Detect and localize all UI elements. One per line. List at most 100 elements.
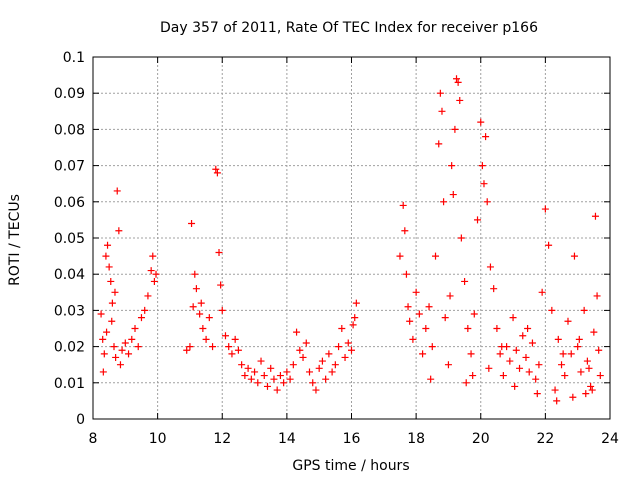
y-tick-label: 0.09 [54, 86, 85, 102]
data-point [548, 306, 556, 314]
x-axis: 8 10 12 14 16 18 20 22 24 [89, 57, 619, 447]
data-point [478, 162, 486, 170]
data-point [451, 125, 459, 133]
data-point [554, 335, 562, 343]
data-point [125, 350, 133, 358]
x-tick-label: 8 [89, 431, 98, 447]
data-point [485, 364, 493, 372]
x-tick-label: 22 [536, 431, 554, 447]
data-point [99, 335, 107, 343]
data-point [112, 353, 120, 361]
data-point [444, 361, 452, 369]
data-point [409, 335, 417, 343]
data-point [516, 364, 524, 372]
data-point [422, 325, 430, 332]
data-point [412, 288, 420, 296]
x-axis-label: GPS time / hours [292, 458, 409, 474]
data-point [467, 350, 475, 358]
data-point [318, 357, 326, 365]
data-point [147, 267, 155, 275]
y-tick-label: 0.1 [63, 50, 85, 66]
data-point [569, 393, 577, 401]
data-point [260, 372, 268, 380]
data-point [322, 375, 330, 383]
data-point [221, 332, 229, 340]
data-point [234, 346, 242, 354]
data-point [582, 390, 590, 398]
data-point [483, 198, 491, 206]
data-point [496, 350, 504, 358]
data-point [486, 263, 494, 271]
data-point [506, 357, 514, 365]
data-point [289, 361, 297, 369]
data-point [309, 379, 317, 387]
data-point [305, 368, 313, 376]
data-point [213, 169, 221, 177]
data-point [263, 382, 271, 390]
data-point [428, 343, 436, 351]
data-point [115, 227, 123, 235]
data-point [134, 343, 142, 351]
y-tick-label: 0.01 [54, 376, 85, 392]
data-point [312, 386, 320, 394]
data-point [595, 346, 603, 354]
data-point [577, 368, 585, 376]
data-point [454, 78, 462, 86]
data-point [596, 372, 604, 380]
data-point [585, 364, 593, 372]
data-point [280, 379, 288, 387]
data-point [558, 361, 566, 369]
y-tick-label: 0 [76, 412, 85, 428]
data-point [446, 292, 454, 300]
data-point [97, 310, 105, 318]
data-point [441, 314, 449, 322]
data-point [561, 372, 569, 380]
data-point [351, 314, 359, 322]
data-point [251, 368, 259, 376]
data-point [580, 306, 588, 314]
data-point [107, 277, 115, 285]
data-point [273, 386, 281, 394]
data-point [474, 216, 482, 224]
data-point [215, 248, 223, 256]
data-point [293, 328, 301, 336]
data-point [509, 314, 517, 322]
data-point [192, 285, 200, 293]
data-point [440, 198, 448, 206]
data-point [302, 339, 310, 347]
data-point [196, 310, 204, 318]
x-tick-label: 10 [149, 431, 167, 447]
x-tick-label: 24 [601, 431, 619, 447]
data-point [499, 372, 507, 380]
data-point [438, 107, 446, 115]
data-point [538, 288, 546, 296]
data-point [449, 191, 457, 199]
data-point [436, 89, 444, 97]
data-point [401, 227, 409, 235]
data-point [99, 368, 107, 376]
data-point [533, 390, 541, 398]
y-axis-label: ROTI / TECUs [7, 194, 23, 286]
data-point [456, 96, 464, 104]
data-point [104, 241, 112, 249]
data-point [591, 212, 599, 220]
data-point [493, 325, 501, 332]
data-point [189, 303, 197, 311]
data-point [238, 361, 246, 369]
data-point [241, 372, 249, 380]
data-point [344, 339, 352, 347]
data-point [257, 357, 265, 365]
data-point [402, 270, 410, 278]
data-point [296, 346, 304, 354]
data-point [110, 343, 118, 351]
data-point [338, 325, 346, 332]
data-point [197, 299, 205, 307]
data-point [149, 252, 157, 260]
data-point [453, 75, 461, 83]
data-point [191, 270, 199, 278]
data-point [328, 368, 336, 376]
data-point [583, 357, 591, 365]
data-point [559, 350, 567, 358]
data-point [144, 292, 152, 300]
data-point [283, 368, 291, 376]
